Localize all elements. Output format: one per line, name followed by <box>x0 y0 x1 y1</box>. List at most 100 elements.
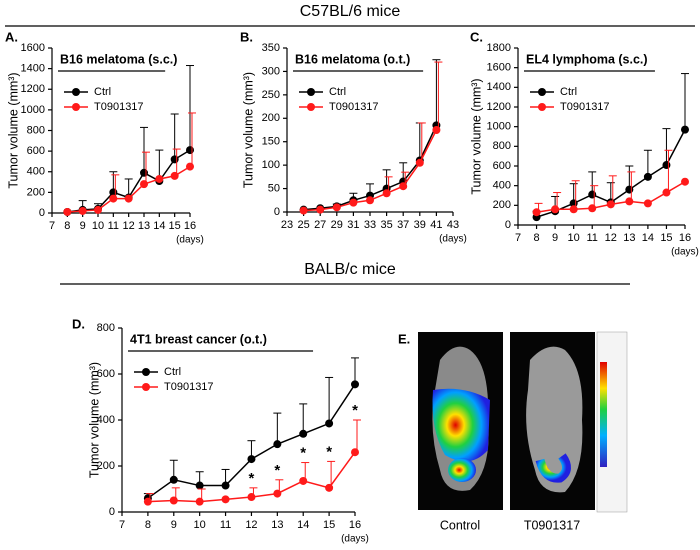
legend-label: Ctrl <box>164 366 181 378</box>
point <box>247 493 256 502</box>
y-tick-label: 0 <box>505 219 511 231</box>
point <box>299 206 308 215</box>
x-tick-label: 12 <box>605 232 617 244</box>
point <box>63 207 72 216</box>
legend-label: Ctrl <box>560 86 577 98</box>
y-tick-label: 100 <box>262 159 280 171</box>
point <box>569 205 578 214</box>
y-tick-label: 1200 <box>21 83 45 95</box>
legend-marker <box>538 88 546 96</box>
subtitle: 4T1 breast cancer (o.t.) <box>130 332 267 346</box>
legend-label: T0901317 <box>164 381 214 393</box>
x-tick-label: 13 <box>623 232 635 244</box>
y-tick-label: 0 <box>39 207 45 219</box>
point <box>643 199 652 208</box>
annotation: * <box>249 470 255 487</box>
point <box>332 203 341 212</box>
x-tick-label: 9 <box>552 232 558 244</box>
point <box>681 177 689 186</box>
signal <box>535 453 571 483</box>
point <box>532 208 541 217</box>
panel-letter: B. <box>240 29 253 44</box>
legend-label: T0901317 <box>560 101 610 113</box>
point <box>588 190 597 199</box>
chart: C. 0 200 400 600 800 1000 1200 1400 1600 1800 7 8 9 10… <box>469 29 699 257</box>
y-tick-label: 200 <box>262 112 280 124</box>
y-tick-label: 800 <box>27 124 45 136</box>
chart: A. 0 200 400 600 800 1000 1200 1400 1600 7 8 9 10 11 12… <box>5 29 204 245</box>
x-tick-label: 11 <box>220 519 231 531</box>
point <box>643 172 652 181</box>
x-tick-label: 23 <box>281 219 293 231</box>
section-title: C57BL/6 mice <box>300 3 401 20</box>
x-tick-label: 15 <box>323 519 335 531</box>
chart: B. 0 50 100 150 200 250 300 350 23 25 27 29 31 33 35 37 3… <box>240 29 467 244</box>
legend-label: T0901317 <box>329 101 379 113</box>
x-tick-label: 25 <box>297 219 309 231</box>
x-tick-label: 8 <box>533 232 539 244</box>
legend-marker <box>538 103 546 111</box>
point <box>588 204 597 213</box>
x-tick-label: 7 <box>515 232 521 244</box>
y-tick-label: 600 <box>97 368 115 380</box>
annotation: * <box>300 445 306 462</box>
x-tick-label: 39 <box>414 219 426 231</box>
point <box>299 429 308 438</box>
y-tick-label: 400 <box>97 414 115 426</box>
point <box>170 155 179 164</box>
x-tick-label: 8 <box>64 220 70 232</box>
x-unit: (days) <box>176 235 204 246</box>
y-tick-label: 400 <box>27 166 45 178</box>
y-tick-label: 200 <box>493 199 511 211</box>
point <box>143 497 152 506</box>
y-axis-title: Tumor volume (mm³) <box>6 72 20 188</box>
annotation: * <box>352 402 358 419</box>
y-tick-label: 50 <box>268 182 280 194</box>
legend-label: T0901317 <box>94 101 144 113</box>
x-unit: (days) <box>439 234 467 245</box>
point <box>606 200 615 209</box>
panel-letter: D. <box>72 316 85 331</box>
x-tick-label: 7 <box>119 519 125 531</box>
legend-label: Ctrl <box>329 86 346 98</box>
point <box>382 189 391 198</box>
x-tick-label: 13 <box>138 220 150 232</box>
x-tick-label: 16 <box>184 220 196 232</box>
point <box>415 158 424 167</box>
x-tick-label: 15 <box>660 232 672 244</box>
x-tick-label: 9 <box>171 519 177 531</box>
point <box>195 497 204 506</box>
y-tick-label: 800 <box>493 140 511 152</box>
signal <box>448 458 476 482</box>
section-title: BALB/c mice <box>304 261 396 278</box>
point <box>221 495 230 504</box>
point <box>109 194 118 203</box>
point <box>221 481 230 490</box>
point <box>155 174 164 183</box>
y-tick-label: 1000 <box>21 104 45 116</box>
x-tick-label: 10 <box>92 220 104 232</box>
point <box>625 185 634 194</box>
x-tick-label: 12 <box>245 519 257 531</box>
panel-letter: E. <box>398 331 410 346</box>
point <box>273 440 282 449</box>
chart: D. 0 200 400 600 800 7 8 9 10 11 12 13 14 15 16 (days) Tu… <box>72 316 369 544</box>
point <box>325 419 334 428</box>
x-tick-label: 13 <box>271 519 283 531</box>
colorbar <box>600 362 607 467</box>
point <box>351 380 359 389</box>
point <box>94 205 102 214</box>
x-tick-label: 33 <box>364 219 376 231</box>
panel-letter: C. <box>470 29 483 44</box>
x-tick-label: 16 <box>349 519 361 531</box>
point <box>169 475 178 484</box>
x-tick-label: 11 <box>587 232 598 244</box>
legend-marker <box>72 103 80 111</box>
x-tick-label: 12 <box>123 220 135 232</box>
point <box>349 198 358 207</box>
point <box>316 205 325 214</box>
point <box>625 197 634 206</box>
x-tick-label: 8 <box>145 519 151 531</box>
signal <box>432 388 490 462</box>
